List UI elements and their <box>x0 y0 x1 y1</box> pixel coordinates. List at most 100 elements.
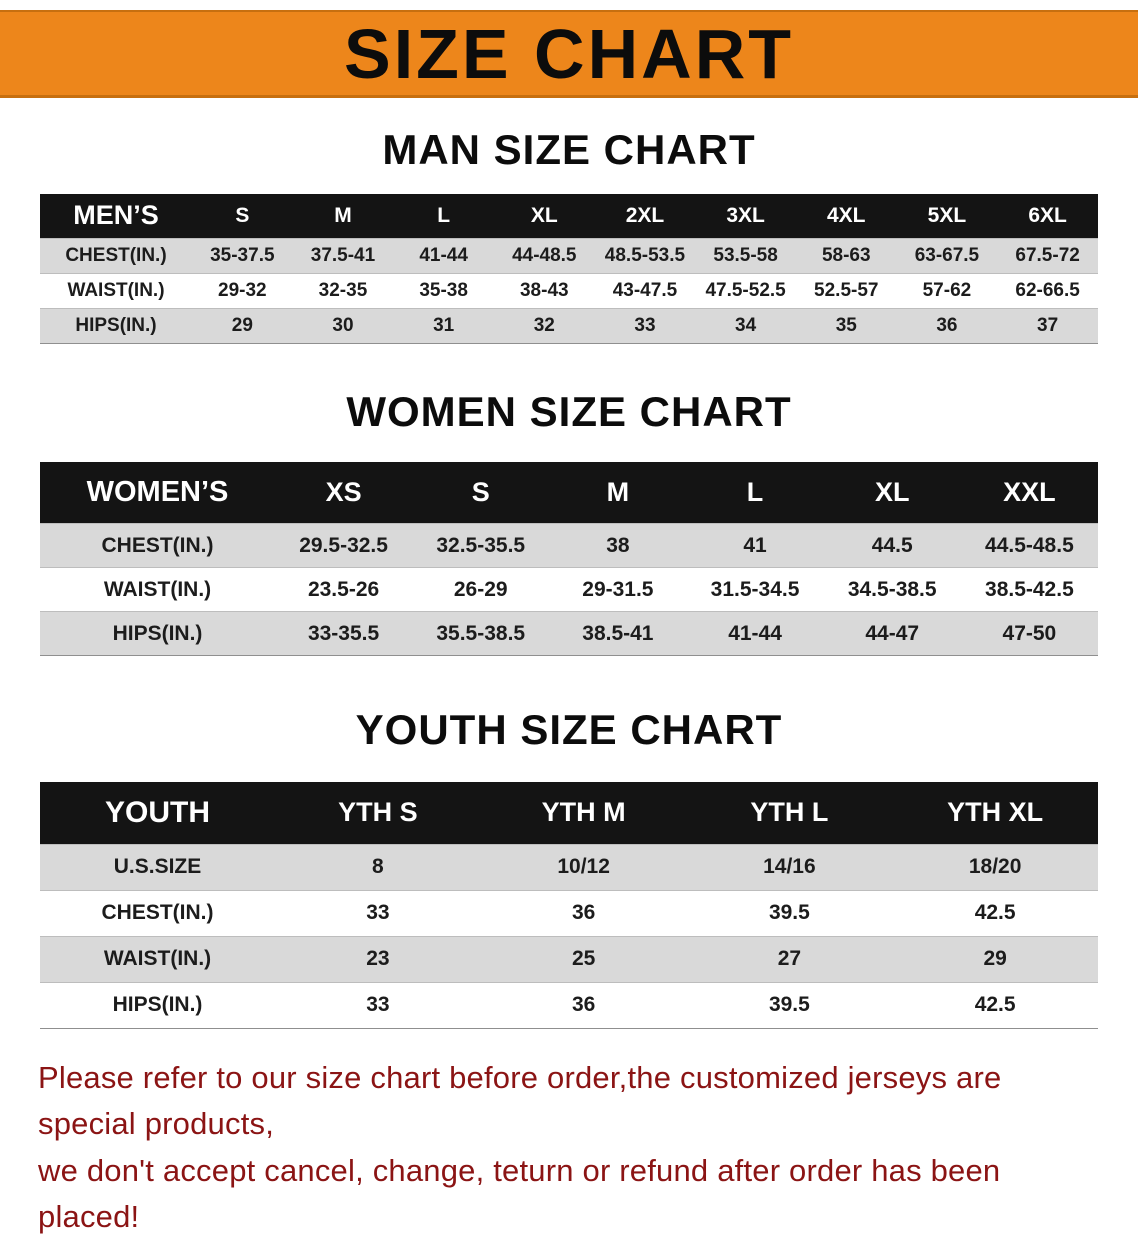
table-cell: 34.5-38.5 <box>823 567 961 612</box>
table-cell: 62-66.5 <box>997 272 1098 308</box>
youth-size-table: YOUTH YTH S YTH M YTH L YTH XL U.S.SIZE 8 10/12… <box>40 782 1098 1029</box>
table-cell: 43-47.5 <box>594 272 696 308</box>
table-cell: 35-37.5 <box>192 237 293 273</box>
table-cell: 33-35.5 <box>275 611 413 656</box>
women-section-title: WOMEN SIZE CHART <box>346 387 792 435</box>
size-column-header: 6XL <box>997 194 1098 238</box>
table-corner-header: YOUTH <box>40 782 275 844</box>
table-cell: 53.5-58 <box>695 237 796 273</box>
size-column-header: M <box>549 461 687 524</box>
table-cell: 36 <box>480 981 687 1028</box>
row-label: CHEST(IN.) <box>40 889 275 936</box>
table-cell: 34 <box>695 307 796 343</box>
table-cell: 58-63 <box>795 237 897 273</box>
table-cell: 37 <box>997 307 1098 343</box>
table-cell: 39.5 <box>686 889 893 936</box>
row-label: WAIST(IN.) <box>40 567 275 612</box>
table-cell: 41-44 <box>393 237 494 273</box>
table-cell: 44-47 <box>823 611 961 656</box>
table-cell: 44.5 <box>823 523 961 568</box>
table-cell: 41 <box>686 523 824 568</box>
women-size-table: WOMEN’S XS S M L XL XXL CHEST(IN.) 29.5-32.5 32.5… <box>40 461 1098 656</box>
table-cell: 47-50 <box>960 611 1098 656</box>
table-cell: 42.5 <box>892 889 1098 936</box>
size-column-header: 2XL <box>594 194 696 238</box>
banner: SIZE CHART <box>0 10 1138 98</box>
size-column-header: XL <box>823 461 961 524</box>
row-label: CHEST(IN.) <box>40 523 275 568</box>
table-row: U.S.SIZE 8 10/12 14/16 18/20 <box>40 843 1098 890</box>
table-cell: 26-29 <box>412 567 550 612</box>
men-section-title: MAN SIZE CHART <box>382 126 756 173</box>
table-cell: 29 <box>892 935 1098 982</box>
table-cell: 32.5-35.5 <box>412 523 550 568</box>
table-cell: 42.5 <box>892 981 1098 1028</box>
youth-size-section: YOUTH SIZE CHART YOUTH YTH S YTH M YTH L YTH… <box>0 706 1138 1029</box>
row-label: CHEST(IN.) <box>40 237 192 273</box>
table-cell: 10/12 <box>480 843 687 890</box>
table-cell: 30 <box>292 307 394 343</box>
table-cell: 32 <box>493 307 595 343</box>
page-title: SIZE CHART <box>344 14 794 93</box>
table-cell: 67.5-72 <box>997 237 1098 273</box>
table-cell: 38.5-41 <box>549 611 687 656</box>
women-size-section: WOMEN SIZE CHART WOMEN’S XS S M L XL XXL CHEST(… <box>0 387 1138 656</box>
table-cell: 39.5 <box>686 981 893 1028</box>
table-cell: 44.5-48.5 <box>960 523 1098 568</box>
table-cell: 44-48.5 <box>493 237 595 273</box>
table-cell: 38.5-42.5 <box>960 567 1098 612</box>
table-cell: 18/20 <box>892 843 1098 890</box>
table-cell: 27 <box>686 935 893 982</box>
disclaimer-line-1: Please refer to our size chart before or… <box>38 1059 1002 1142</box>
row-label: HIPS(IN.) <box>40 307 192 343</box>
table-row: CHEST(IN.) 35-37.5 37.5-41 41-44 44-48.5 48.5… <box>40 237 1098 273</box>
size-column-header: 4XL <box>795 194 897 238</box>
table-header-row: WOMEN’S XS S M L XL XXL <box>40 461 1098 524</box>
men-size-table: MEN’S S M L XL 2XL 3XL 4XL 5XL 6XL CHEST(IN.) 35-37… <box>40 194 1098 344</box>
size-column-header: XL <box>493 194 595 238</box>
table-cell: 37.5-41 <box>292 237 394 273</box>
row-label: WAIST(IN.) <box>40 935 275 982</box>
size-column-header: 3XL <box>695 194 796 238</box>
men-size-section: MAN SIZE CHART MEN’S S M L XL 2XL 3XL 4XL 5XL 6XL… <box>0 126 1138 344</box>
row-label: U.S.SIZE <box>40 843 275 890</box>
table-cell: 33 <box>594 307 696 343</box>
table-cell: 8 <box>275 843 481 890</box>
size-column-header: YTH M <box>480 782 687 844</box>
table-cell: 33 <box>275 889 481 936</box>
size-column-header: 5XL <box>896 194 998 238</box>
table-cell: 25 <box>480 935 687 982</box>
table-cell: 63-67.5 <box>896 237 998 273</box>
table-cell: 29-32 <box>192 272 293 308</box>
table-cell: 47.5-52.5 <box>695 272 796 308</box>
table-cell: 35.5-38.5 <box>412 611 550 656</box>
size-column-header: L <box>393 194 494 238</box>
table-cell: 31.5-34.5 <box>686 567 824 612</box>
table-row: HIPS(IN.) 29 30 31 32 33 34 35 36 37 <box>40 307 1098 343</box>
table-cell: 29.5-32.5 <box>275 523 413 568</box>
table-corner-header: WOMEN’S <box>40 461 275 524</box>
table-cell: 48.5-53.5 <box>594 237 696 273</box>
row-label: HIPS(IN.) <box>40 981 275 1028</box>
row-label: HIPS(IN.) <box>40 611 275 656</box>
table-cell: 23 <box>275 935 481 982</box>
disclaimer-line-2: we don't accept cancel, change, teturn o… <box>38 1152 1001 1235</box>
size-column-header: S <box>192 194 293 238</box>
table-cell: 14/16 <box>686 843 893 890</box>
table-cell: 31 <box>393 307 494 343</box>
table-cell: 57-62 <box>896 272 998 308</box>
youth-section-title: YOUTH SIZE CHART <box>355 706 783 753</box>
table-cell: 36 <box>896 307 998 343</box>
size-column-header: XXL <box>960 461 1098 524</box>
table-cell: 33 <box>275 981 481 1028</box>
table-cell: 29-31.5 <box>549 567 687 612</box>
table-cell: 38-43 <box>493 272 595 308</box>
size-column-header: M <box>292 194 394 238</box>
table-row: WAIST(IN.) 23 25 27 29 <box>40 935 1098 982</box>
size-chart-page: SIZE CHART MAN SIZE CHART MEN’S S M L XL 2XL 3… <box>0 10 1138 1234</box>
table-header-row: YOUTH YTH S YTH M YTH L YTH XL <box>40 782 1098 844</box>
table-corner-header: MEN’S <box>40 194 192 238</box>
table-cell: 29 <box>192 307 293 343</box>
table-row: HIPS(IN.) 33-35.5 35.5-38.5 38.5-41 41-44 44-… <box>40 611 1098 656</box>
size-column-header: YTH L <box>686 782 893 844</box>
